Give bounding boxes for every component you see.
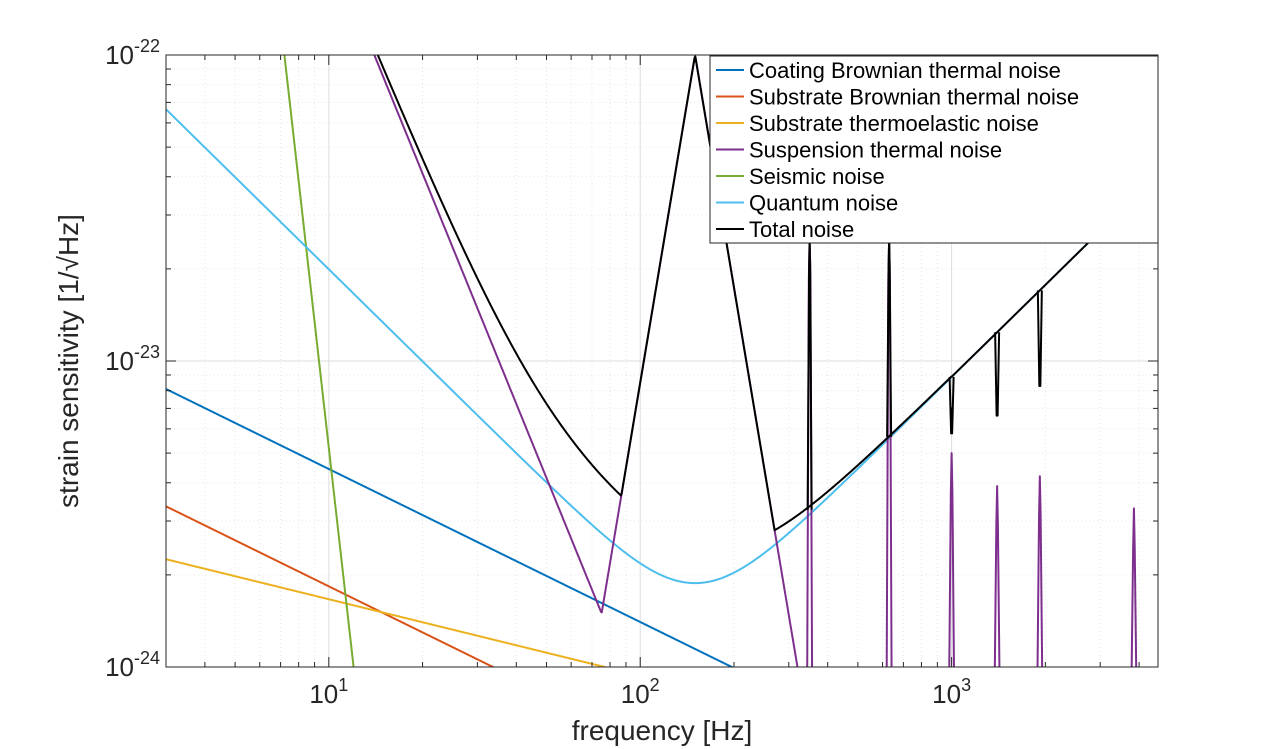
total-resonance-spike: [948, 376, 955, 435]
suspension-resonance-spike: [948, 452, 955, 667]
y-tick-label: 10-22: [105, 36, 160, 70]
series-substrate-thermoelastic-noise: [166, 558, 609, 667]
x-tick-base: 10: [932, 679, 961, 709]
x-tick-labels: 101 102 103: [309, 675, 971, 709]
suspension-resonance-spike: [993, 485, 1001, 667]
legend: Coating Brownian thermal noiseSubstrate …: [709, 55, 1159, 244]
series-seismic-noise: [283, 55, 355, 667]
plot-frame: [165, 54, 1159, 668]
y-tick-label: 10-24: [105, 648, 160, 682]
y-tick-exponent: -23: [134, 342, 160, 362]
legend-label: Substrate thermoelastic noise: [749, 111, 1039, 136]
series-layer: [166, 55, 1158, 667]
series-substrate-brownian-thermal-noise: [166, 505, 496, 667]
x-tick-label: 102: [621, 675, 660, 709]
x-tick-exponent: 1: [338, 675, 348, 695]
x-axis-label: frequency [Hz]: [572, 715, 753, 746]
legend-label: Suspension thermal noise: [749, 138, 1002, 163]
x-tick-label: 103: [932, 675, 971, 709]
suspension-resonance-spike: [1130, 507, 1138, 667]
suspension-resonance-spike: [1036, 475, 1044, 667]
legend-label: Total noise: [749, 217, 854, 242]
x-tick-label: 101: [309, 675, 348, 709]
y-tick-exponent: -22: [134, 36, 160, 56]
legend-box: [709, 55, 1159, 244]
x-tick-exponent: 3: [961, 675, 971, 695]
legend-label: Seismic noise: [749, 164, 885, 189]
x-tick-base: 10: [309, 679, 338, 709]
y-tick-exponent: -24: [134, 648, 160, 668]
y-tick-base: 10: [105, 40, 134, 70]
legend-label: Quantum noise: [749, 191, 898, 216]
series-total-noise: [376, 55, 1158, 532]
y-axis-label: strain sensitivity [1/√Hz]: [53, 214, 84, 508]
legend-label: Substrate Brownian thermal noise: [749, 85, 1079, 110]
total-resonance-spike: [994, 332, 1001, 417]
y-tick-base: 10: [105, 346, 134, 376]
total-resonance-spike: [1036, 290, 1043, 387]
y-tick-label: 10-23: [105, 342, 160, 376]
x-tick-exponent: 2: [650, 675, 660, 695]
legend-label: Coating Brownian thermal noise: [749, 58, 1061, 83]
x-tick-base: 10: [621, 679, 650, 709]
y-tick-base: 10: [105, 652, 134, 682]
